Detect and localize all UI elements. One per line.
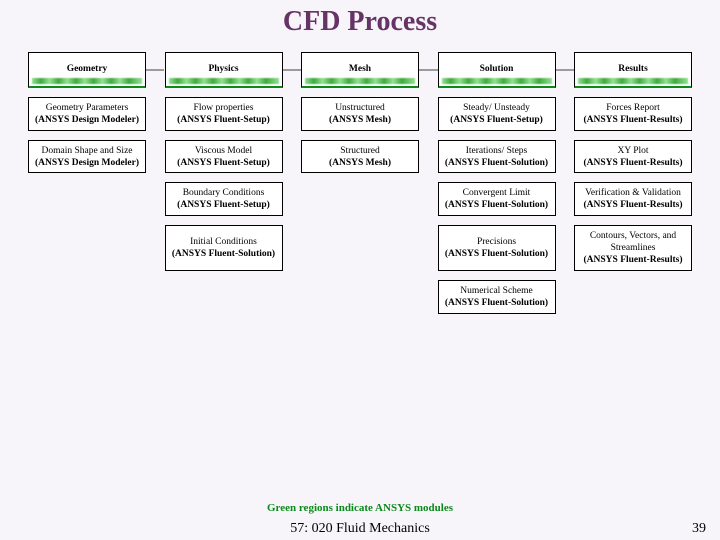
cell-text: Boundary Conditions — [183, 188, 265, 200]
cell-1-3: Iterations/ Steps(ANSYS Fluent-Solution) — [438, 140, 556, 174]
cell-module: (ANSYS Fluent-Setup) — [177, 200, 270, 212]
cell-module: (ANSYS Fluent-Setup) — [450, 115, 543, 127]
footer-text: 57: 020 Fluid Mechanics — [0, 521, 720, 537]
cell-0-1: Flow properties(ANSYS Fluent-Setup) — [165, 97, 283, 131]
cell-4-3: Numerical Scheme(ANSYS Fluent-Solution) — [438, 280, 556, 314]
cell-empty — [574, 280, 692, 314]
cell-module: (ANSYS Mesh) — [329, 115, 391, 127]
cell-module: (ANSYS Fluent-Results) — [584, 115, 683, 127]
cell-empty — [28, 225, 146, 271]
cfd-diagram: GeometryPhysicsMeshSolutionResults Geome… — [28, 52, 692, 323]
cell-1-0: Domain Shape and Size(ANSYS Design Model… — [28, 140, 146, 174]
cell-text: Structured — [340, 146, 380, 158]
cell-empty — [301, 280, 419, 314]
cell-module: (ANSYS Design Modeler) — [35, 115, 139, 127]
cell-1-1: Viscous Model(ANSYS Fluent-Setup) — [165, 140, 283, 174]
cell-3-1: Initial Conditions(ANSYS Fluent-Solution… — [165, 225, 283, 271]
cell-text: Unstructured — [335, 103, 385, 115]
cell-module: (ANSYS Fluent-Setup) — [177, 115, 270, 127]
cell-0-4: Forces Report(ANSYS Fluent-Results) — [574, 97, 692, 131]
cell-empty — [165, 280, 283, 314]
cell-empty — [28, 280, 146, 314]
cell-2-4: Verification & Validation(ANSYS Fluent-R… — [574, 182, 692, 216]
cell-module: (ANSYS Fluent-Solution) — [445, 298, 548, 310]
cell-text: Domain Shape and Size — [41, 146, 132, 158]
row-4: Initial Conditions(ANSYS Fluent-Solution… — [28, 225, 692, 271]
cell-text: Verification & Validation — [585, 188, 681, 200]
header-connectors — [28, 22, 692, 82]
cell-module: (ANSYS Design Modeler) — [35, 158, 139, 170]
green-caption: Green regions indicate ANSYS modules — [0, 502, 720, 514]
cell-0-2: Unstructured(ANSYS Mesh) — [301, 97, 419, 131]
cell-text: XY Plot — [617, 146, 648, 158]
row-3: Boundary Conditions(ANSYS Fluent-Setup) C… — [28, 182, 692, 216]
cell-module: (ANSYS Fluent-Solution) — [445, 200, 548, 212]
cell-text: Precisions — [477, 237, 516, 249]
cell-text: Iterations/ Steps — [466, 146, 527, 158]
cell-text: Viscous Model — [195, 146, 252, 158]
cell-empty — [301, 225, 419, 271]
cell-1-4: XY Plot(ANSYS Fluent-Results) — [574, 140, 692, 174]
cell-module: (ANSYS Fluent-Results) — [584, 200, 683, 212]
row-2: Domain Shape and Size(ANSYS Design Model… — [28, 140, 692, 174]
cell-text: Forces Report — [606, 103, 660, 115]
cell-2-1: Boundary Conditions(ANSYS Fluent-Setup) — [165, 182, 283, 216]
cell-2-3: Convergent Limit(ANSYS Fluent-Solution) — [438, 182, 556, 216]
cell-empty — [301, 182, 419, 216]
cell-module: (ANSYS Fluent-Results) — [584, 158, 683, 170]
cell-module: (ANSYS Fluent-Results) — [584, 255, 683, 267]
row-5: Numerical Scheme(ANSYS Fluent-Solution) — [28, 280, 692, 314]
cell-text: Flow properties — [194, 103, 254, 115]
cell-module: (ANSYS Fluent-Solution) — [445, 158, 548, 170]
cell-1-2: Structured(ANSYS Mesh) — [301, 140, 419, 174]
cell-module: (ANSYS Mesh) — [329, 158, 391, 170]
cell-text: Contours, Vectors, and Streamlines — [578, 231, 688, 255]
cell-empty — [28, 182, 146, 216]
cell-module: (ANSYS Fluent-Solution) — [172, 249, 275, 261]
cell-text: Convergent Limit — [463, 188, 531, 200]
row-1: Geometry Parameters(ANSYS Design Modeler… — [28, 97, 692, 131]
cell-text: Numerical Scheme — [460, 286, 533, 298]
cell-module: (ANSYS Fluent-Solution) — [445, 249, 548, 261]
cell-text: Initial Conditions — [190, 237, 257, 249]
cell-3-4: Contours, Vectors, and Streamlines(ANSYS… — [574, 225, 692, 271]
cell-text: Steady/ Unsteady — [463, 103, 530, 115]
cell-0-3: Steady/ Unsteady(ANSYS Fluent-Setup) — [438, 97, 556, 131]
cell-module: (ANSYS Fluent-Setup) — [177, 158, 270, 170]
cell-0-0: Geometry Parameters(ANSYS Design Modeler… — [28, 97, 146, 131]
cell-3-3: Precisions(ANSYS Fluent-Solution) — [438, 225, 556, 271]
cell-text: Geometry Parameters — [46, 103, 129, 115]
page-number: 39 — [692, 521, 706, 537]
